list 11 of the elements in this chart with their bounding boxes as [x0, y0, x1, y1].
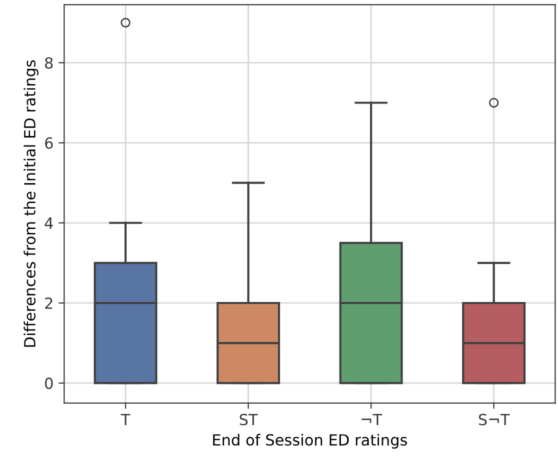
y-axis-title: Differences from the Initial ED ratings — [24, 60, 38, 347]
x-tick-label: S¬T — [478, 414, 510, 426]
x-tick-label: T — [120, 414, 130, 426]
y-tick-label: 8 — [45, 57, 53, 69]
y-tick-label: 2 — [45, 297, 52, 309]
y-tick-label: 4 — [44, 218, 53, 229]
x-tick-label: ST — [240, 414, 258, 426]
x-axis-title: End of Session ED ratings — [213, 434, 407, 449]
x-tick-label: ¬T — [362, 414, 382, 426]
y-tick-label: 6 — [45, 137, 53, 149]
y-tick-label: 0 — [45, 378, 53, 390]
